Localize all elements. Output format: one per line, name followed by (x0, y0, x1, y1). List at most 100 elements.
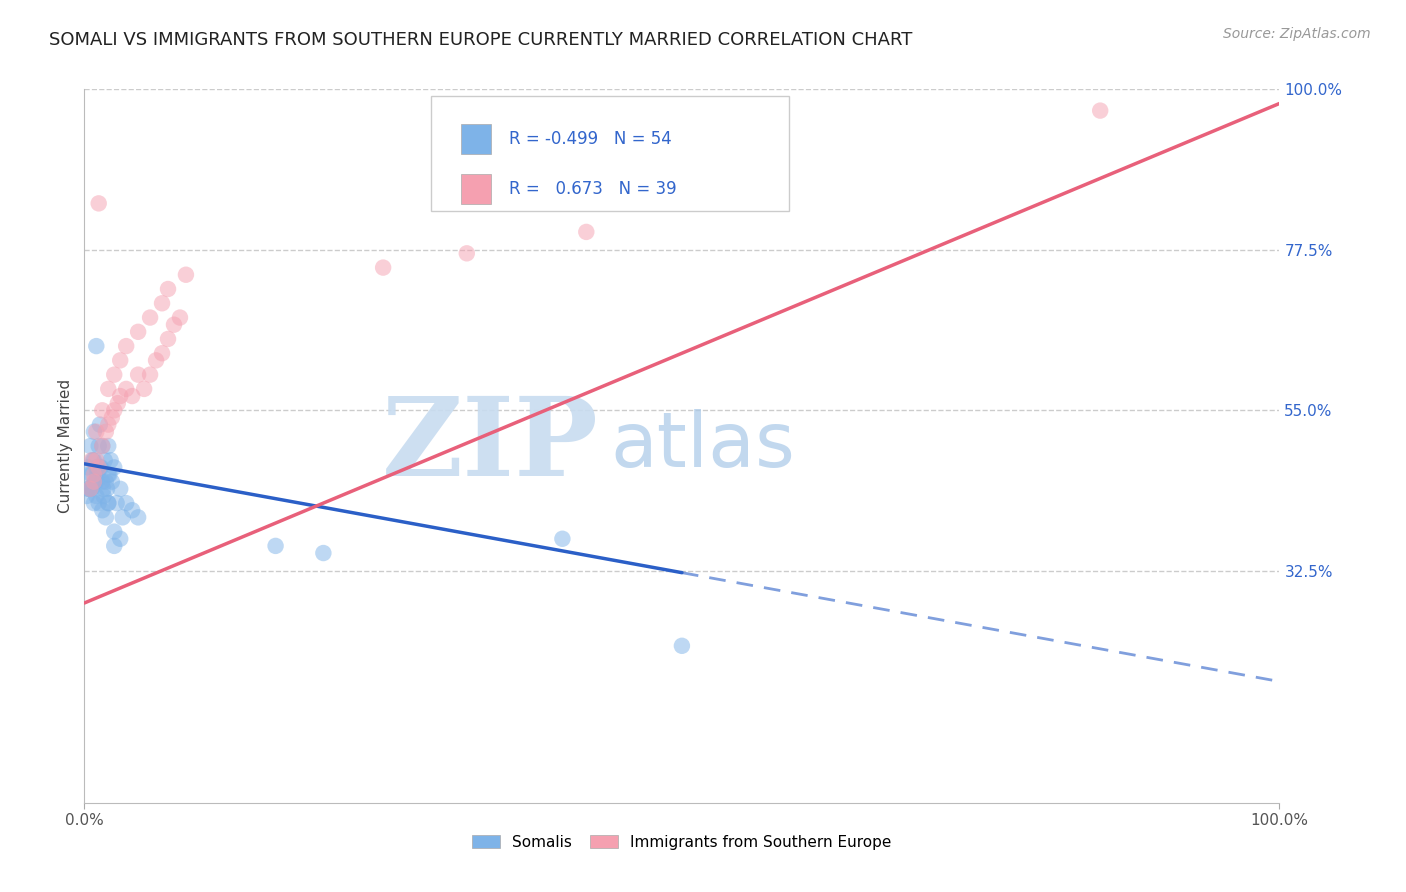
Point (94, 475, 117, 489)
Point (103, 524, 125, 539)
Text: R = -0.499   N = 54: R = -0.499 N = 54 (509, 130, 672, 148)
Point (456, 246, 478, 260)
Point (127, 510, 149, 524)
Point (86, 425, 108, 439)
Bar (461, 174, 491, 204)
Point (575, 225, 598, 239)
Point (97, 496, 120, 510)
Point (145, 353, 167, 368)
Text: Source: ZipAtlas.com: Source: ZipAtlas.com (1223, 27, 1371, 41)
Point (90, 460, 112, 475)
Point (86, 475, 108, 489)
Point (115, 496, 138, 510)
Point (100, 453, 122, 467)
Text: atlas: atlas (610, 409, 794, 483)
Point (83, 496, 105, 510)
Point (121, 503, 143, 517)
Text: R =   0.673   N = 39: R = 0.673 N = 39 (509, 180, 676, 198)
Point (83, 425, 105, 439)
Point (97, 382, 120, 396)
Point (127, 325, 149, 339)
Point (132, 382, 156, 396)
Legend: Somalis, Immigrants from Southern Europe: Somalis, Immigrants from Southern Europe (467, 829, 897, 855)
Point (97, 439, 120, 453)
Point (86, 467, 108, 482)
Point (91, 503, 114, 517)
Point (79, 439, 101, 453)
Point (110, 389, 132, 403)
Point (86, 489, 108, 503)
Point (83, 453, 105, 467)
Point (312, 546, 335, 560)
Point (101, 410, 124, 425)
FancyBboxPatch shape (432, 96, 790, 211)
Point (89, 417, 111, 432)
Point (264, 539, 287, 553)
Point (97, 417, 120, 432)
Point (103, 368, 125, 382)
Point (150, 346, 173, 360)
Point (551, 532, 574, 546)
Point (91, 403, 114, 417)
Point (157, 282, 180, 296)
Point (76, 489, 98, 503)
Bar (461, 124, 491, 154)
Point (77, 460, 100, 475)
Point (89, 460, 111, 475)
Point (121, 389, 143, 403)
Point (110, 353, 132, 368)
Point (77, 467, 100, 482)
Point (671, 639, 693, 653)
Point (87, 196, 110, 211)
Point (110, 482, 132, 496)
Point (86, 460, 108, 475)
Point (96, 482, 118, 496)
Point (83, 475, 105, 489)
Point (80, 453, 103, 467)
Point (1090, 103, 1112, 118)
Point (97, 467, 120, 482)
Point (91, 439, 114, 453)
Point (82, 453, 104, 467)
Point (94, 510, 117, 524)
Point (79, 482, 101, 496)
Point (139, 368, 162, 382)
Point (103, 460, 125, 475)
Text: SOMALI VS IMMIGRANTS FROM SOUTHERN EUROPE CURRENTLY MARRIED CORRELATION CHART: SOMALI VS IMMIGRANTS FROM SOUTHERN EUROP… (49, 31, 912, 49)
Point (174, 268, 197, 282)
Point (94, 425, 117, 439)
Point (103, 403, 125, 417)
Point (87, 496, 110, 510)
Point (97, 496, 120, 510)
Point (83, 467, 105, 482)
Point (87, 439, 110, 453)
Point (93, 489, 115, 503)
Point (84, 475, 107, 489)
Point (91, 439, 114, 453)
Point (139, 310, 162, 325)
Point (80, 482, 103, 496)
Point (169, 310, 191, 325)
Point (105, 496, 128, 510)
Point (87, 460, 110, 475)
Point (77, 482, 100, 496)
Point (101, 475, 124, 489)
Point (110, 532, 132, 546)
Point (115, 339, 138, 353)
Point (150, 296, 173, 310)
Text: ZIP: ZIP (381, 392, 599, 500)
Point (77, 482, 100, 496)
Point (103, 539, 125, 553)
Point (79, 482, 101, 496)
Point (80, 467, 103, 482)
Point (86, 453, 108, 467)
Point (373, 260, 395, 275)
Point (163, 318, 186, 332)
Y-axis label: Currently Married: Currently Married (58, 379, 73, 513)
Point (127, 368, 149, 382)
Point (115, 382, 138, 396)
Point (157, 332, 180, 346)
Point (107, 396, 129, 410)
Point (98, 467, 121, 482)
Point (111, 510, 134, 524)
